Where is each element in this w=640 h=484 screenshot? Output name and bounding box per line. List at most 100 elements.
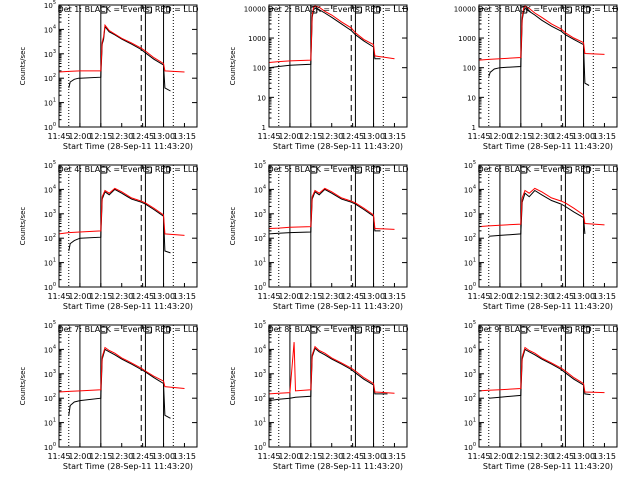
x-tick-label: 13:15	[173, 132, 196, 141]
series-lld-det-4	[59, 187, 185, 236]
x-tick-label: 13:00	[572, 452, 595, 461]
y-tick-label: 102	[254, 393, 266, 403]
x-tick-label: 12:00	[278, 292, 301, 301]
y-tick-label: 100	[464, 442, 476, 452]
y-tick-label: 100	[464, 282, 476, 292]
series-events-det-6	[488, 189, 586, 237]
y-tick-exponent: 1	[473, 258, 476, 264]
series-events-det-4	[68, 188, 171, 254]
x-tick-label: 13:15	[593, 292, 616, 301]
y-tick-exponent: 5	[53, 160, 56, 166]
marker-tab-1-0	[100, 6, 108, 14]
x-tick-label: 12:15	[299, 292, 322, 301]
y-tick-exponent: 1	[473, 418, 476, 424]
y-tick-exponent: 2	[53, 73, 56, 79]
y-tick-label: 10	[467, 94, 476, 102]
x-tick-label: 11:45	[467, 452, 490, 461]
marker-tab-9-0	[520, 326, 528, 334]
marker-tab-2-1	[355, 6, 362, 14]
x-axis-label: Start Time (28-Sep-11 11:43:20)	[483, 142, 613, 151]
y-tick-exponent: 0	[53, 442, 56, 448]
y-tick-label: 102	[464, 393, 476, 403]
y-tick-label: 101	[464, 418, 476, 428]
plot-frame-9	[478, 324, 618, 448]
x-tick-label: 13:00	[572, 132, 595, 141]
x-tick-label: 12:00	[68, 132, 91, 141]
marker-tab-5-0	[310, 166, 318, 174]
x-tick-label: 13:15	[173, 452, 196, 461]
y-tick-exponent: 4	[53, 184, 56, 190]
panel-title: Det 6: BLACK = Events, RED = LLD	[478, 165, 619, 174]
panel-det-4: 11:4512:0012:1512:3012:4513:0013:1510010…	[19, 160, 198, 311]
y-tick-label: 101	[44, 418, 56, 428]
x-tick-label: 13:00	[152, 292, 175, 301]
x-tick-label: 12:15	[509, 132, 532, 141]
marker-tab-1-1	[145, 6, 152, 14]
marker-tab-8-2	[373, 326, 381, 334]
plot-frame-1	[58, 4, 198, 128]
y-tick-exponent: 0	[53, 282, 56, 288]
y-tick-label: 103	[254, 209, 266, 219]
x-tick-label: 13:00	[362, 452, 385, 461]
x-tick-label: 12:45	[131, 132, 154, 141]
plot-frame-7	[58, 324, 198, 448]
y-tick-label: 105	[464, 320, 476, 330]
y-tick-label: 10000	[454, 5, 476, 13]
x-tick-label: 12:45	[551, 452, 574, 461]
x-tick-label: 12:30	[320, 452, 343, 461]
x-tick-label: 12:30	[530, 132, 553, 141]
x-axis-label: Start Time (28-Sep-11 11:43:20)	[63, 142, 193, 151]
y-tick-exponent: 0	[263, 442, 266, 448]
series-events-det-3	[488, 7, 590, 86]
x-axis-label: Start Time (28-Sep-11 11:43:20)	[483, 302, 613, 311]
x-tick-label: 13:15	[383, 452, 406, 461]
x-tick-label: 12:15	[299, 452, 322, 461]
marker-tab-5-1	[355, 166, 362, 174]
y-tick-label: 102	[44, 73, 56, 83]
series-events-det-1	[68, 25, 171, 92]
x-axis-label: Start Time (28-Sep-11 11:43:20)	[483, 462, 613, 471]
x-tick-label: 13:15	[593, 452, 616, 461]
y-tick-label: 102	[464, 233, 476, 243]
panel-title: Det 7: BLACK = Events, RED = LLD	[58, 325, 199, 334]
y-tick-exponent: 1	[53, 418, 56, 424]
x-tick-label: 12:45	[341, 452, 364, 461]
y-tick-exponent: 4	[473, 344, 476, 350]
y-tick-label: 100	[44, 282, 56, 292]
y-tick-label: 101	[44, 258, 56, 268]
y-tick-exponent: 3	[263, 369, 266, 375]
x-tick-label: 12:00	[68, 452, 91, 461]
x-tick-label: 12:15	[299, 132, 322, 141]
plot-frame-2	[268, 4, 408, 128]
x-tick-label: 13:00	[362, 292, 385, 301]
plot-frame-4	[58, 164, 198, 288]
x-tick-label: 11:45	[47, 292, 70, 301]
y-tick-exponent: 3	[53, 369, 56, 375]
series-events-det-8	[269, 347, 388, 402]
x-tick-label: 11:45	[47, 132, 70, 141]
marker-tab-6-0	[520, 166, 528, 174]
panel-title: Det 9: BLACK = Events, RED = LLD	[478, 325, 619, 334]
x-tick-label: 12:45	[131, 452, 154, 461]
y-tick-label: 104	[44, 24, 56, 34]
x-tick-label: 11:45	[467, 132, 490, 141]
marker-tab-1-2	[163, 6, 171, 14]
series-events-det-2	[269, 7, 381, 69]
panel-det-9: 11:4512:0012:1512:3012:4513:0013:1510010…	[464, 320, 619, 471]
x-tick-label: 12:30	[530, 452, 553, 461]
y-tick-label: 103	[44, 209, 56, 219]
y-tick-label: 100	[463, 65, 476, 73]
y-tick-exponent: 2	[473, 393, 476, 399]
y-tick-label: 10	[257, 94, 266, 102]
x-tick-label: 12:30	[110, 452, 133, 461]
y-tick-label: 103	[464, 209, 476, 219]
y-tick-label: 104	[44, 184, 56, 194]
x-tick-label: 12:30	[320, 292, 343, 301]
panel-det-5: 11:4512:0012:1512:3012:4513:0013:1510010…	[229, 160, 408, 311]
y-tick-exponent: 0	[263, 282, 266, 288]
x-tick-label: 12:00	[488, 132, 511, 141]
marker-tab-4-1	[145, 166, 152, 174]
marker-tab-7-1	[145, 326, 152, 334]
